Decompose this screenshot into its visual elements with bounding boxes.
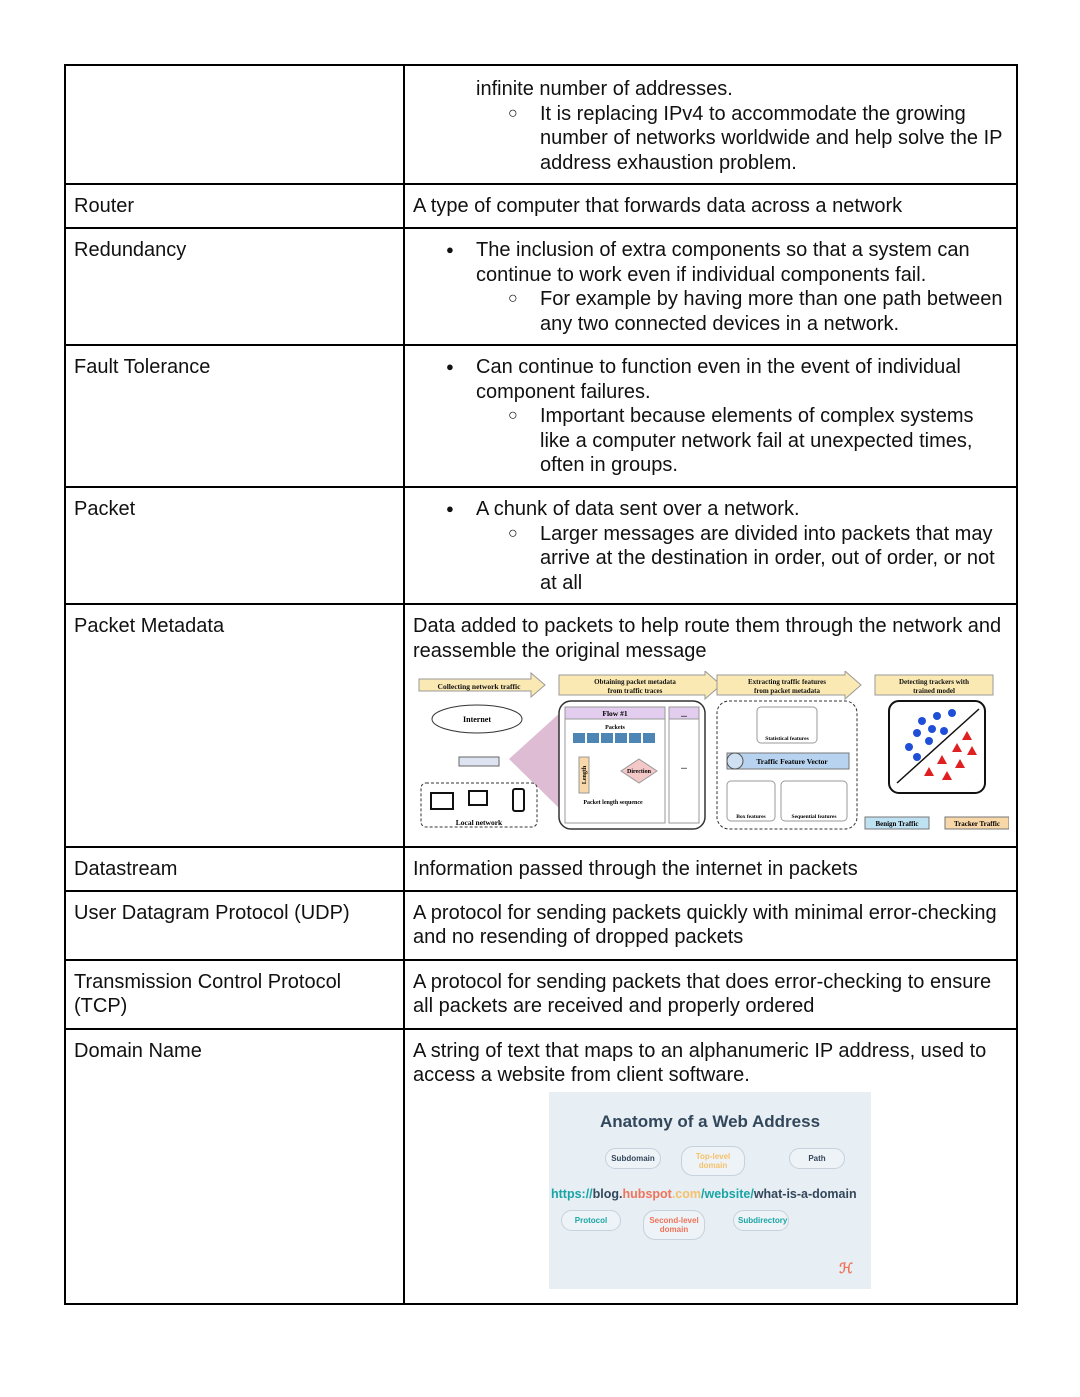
- term-cell: Transmission Control Protocol (TCP): [64, 958, 405, 1030]
- packet-metadata-pipeline-figure: Collecting network traffic Obtaining pac…: [418, 669, 1010, 830]
- web-address-anatomy-figure: Anatomy of a Web Address Subdomain Top-l…: [549, 1091, 871, 1289]
- phone-icon: [512, 788, 525, 812]
- tracker-points: [924, 731, 977, 780]
- internet-label: Internet: [463, 715, 491, 724]
- stage-label: Extracting traffic features: [748, 678, 826, 686]
- laptop-icon: [430, 792, 454, 810]
- stage-label: from traffic traces: [608, 687, 663, 695]
- continued-text: infinite number of addresses.: [476, 78, 733, 100]
- term-cell: [64, 64, 405, 185]
- desktop-icon: [468, 790, 488, 806]
- url-directory: /website/: [701, 1186, 754, 1201]
- statistical-label: Statistical features: [765, 736, 808, 742]
- term-cell: Domain Name: [64, 1027, 405, 1305]
- table-row: Domain Name A string of text that maps t…: [64, 1027, 1018, 1305]
- glossary-table: infinite number of addresses. It is repl…: [64, 64, 1018, 1305]
- definition-cell: The inclusion of extra components so tha…: [403, 227, 1018, 346]
- term-cell: User Datagram Protocol (UDP): [64, 889, 405, 961]
- url-protocol: https://: [551, 1186, 593, 1201]
- path-bubble: Path: [789, 1147, 845, 1169]
- term-cell: Packet Metadata: [64, 603, 405, 848]
- subdomain-bubble: Subdomain: [605, 1147, 661, 1169]
- sub-bullet: It is replacing IPv4 to accommodate the …: [413, 102, 1008, 176]
- sub-bullet: Important because elements of complex sy…: [413, 404, 1008, 478]
- database-icon: [726, 752, 744, 770]
- url-subdomain: blog.: [592, 1186, 623, 1201]
- url-tld: .com: [671, 1186, 702, 1201]
- stage-box: [874, 674, 994, 696]
- table-row: Redundancy The inclusion of extra compon…: [64, 227, 1018, 346]
- local-network-label: Local network: [456, 818, 503, 827]
- local-network-box: [420, 782, 538, 828]
- length-label: Length: [582, 765, 588, 784]
- sequence-label: Packet length sequence: [583, 800, 643, 806]
- sequential-label: Sequential features: [792, 814, 837, 820]
- packet-cells: [573, 733, 655, 743]
- sld-bubble: Second-level domain: [643, 1209, 705, 1240]
- url-sld: hubspot: [622, 1186, 672, 1201]
- table-row: infinite number of addresses. It is repl…: [64, 64, 1018, 185]
- table-row: Router A type of computer that forwards …: [64, 183, 1018, 229]
- stage-arrow: [558, 669, 722, 701]
- stage-label: trained model: [913, 687, 955, 695]
- table-row: User Datagram Protocol (UDP) A protocol …: [64, 889, 1018, 961]
- definition-text: A string of text that maps to an alphanu…: [413, 1039, 987, 1087]
- router-icon: [458, 756, 500, 767]
- definition-cell: Information passed through the internet …: [403, 845, 1018, 892]
- stage-arrow: [418, 671, 546, 699]
- stage-label: Collecting network traffic: [438, 682, 522, 691]
- feature-panel: [716, 700, 858, 830]
- definition-cell: A protocol for sending packets quickly w…: [403, 889, 1018, 961]
- definition-cell: A type of computer that forwards data ac…: [403, 183, 1018, 229]
- table-row: Packet A chunk of data sent over a netwo…: [64, 486, 1018, 605]
- term-cell: Fault Tolerance: [64, 344, 405, 488]
- packets-label: Packets: [605, 725, 625, 731]
- zoom-cone: [509, 711, 562, 811]
- cloud-icon: [431, 704, 523, 734]
- definition-cell: A chunk of data sent over a network. Lar…: [403, 486, 1018, 605]
- subdirectory-bubble: Subdirectory: [733, 1209, 789, 1231]
- bullet: Can continue to function even in the eve…: [413, 355, 1008, 404]
- tracker-label: Tracker Traffic: [954, 820, 1000, 828]
- definition-cell: A string of text that maps to an alphanu…: [403, 1027, 1018, 1305]
- benign-label: Benign Traffic: [875, 820, 918, 828]
- flow-label: Flow #1: [602, 709, 627, 718]
- stage-label: Detecting trackers with: [899, 678, 969, 686]
- term-cell: Packet: [64, 486, 405, 605]
- definition-cell: A protocol for sending packets that does…: [403, 958, 1018, 1030]
- table-row: Fault Tolerance Can continue to function…: [64, 344, 1018, 488]
- stage-label: Obtaining packet metadata: [594, 678, 676, 686]
- table-row: Transmission Control Protocol (TCP) A pr…: [64, 958, 1018, 1030]
- sub-bullet: Larger messages are divided into packets…: [413, 522, 1008, 596]
- table-row: Packet Metadata Data added to packets to…: [64, 603, 1018, 848]
- protocol-bubble: Protocol: [561, 1209, 621, 1231]
- ellipsis: ...: [681, 762, 687, 771]
- term-cell: Router: [64, 183, 405, 229]
- term-cell: Redundancy: [64, 227, 405, 346]
- definition-cell: Can continue to function even in the eve…: [403, 344, 1018, 488]
- sub-bullet: For example by having more than one path…: [413, 287, 1008, 336]
- box-label: Box features: [736, 814, 765, 820]
- vector-label: Traffic Feature Vector: [756, 757, 828, 766]
- definition-cell: infinite number of addresses. It is repl…: [403, 64, 1018, 185]
- stage-label: from packet metadata: [754, 687, 820, 695]
- benign-points: [905, 709, 956, 761]
- url-path: what-is-a-domain: [753, 1186, 857, 1201]
- definition-cell: Data added to packets to help route them…: [403, 603, 1018, 848]
- example-url: https://blog.hubspot.com/website/what-is…: [551, 1182, 857, 1207]
- bullet: The inclusion of extra components so tha…: [413, 238, 1008, 287]
- term-cell: Datastream: [64, 845, 405, 892]
- stage-arrow: [716, 669, 862, 701]
- table-row: Datastream Information passed through th…: [64, 845, 1018, 892]
- direction-label: Direction: [627, 769, 652, 775]
- ellipsis: ...: [681, 710, 687, 719]
- tld-bubble: Top-level domain: [681, 1145, 745, 1176]
- bullet: A chunk of data sent over a network.: [413, 497, 1008, 522]
- figure-title: Anatomy of a Web Address: [599, 1111, 821, 1131]
- definition-text: Data added to packets to help route them…: [413, 615, 1002, 662]
- hubspot-logo-icon: ℋ: [839, 1260, 853, 1276]
